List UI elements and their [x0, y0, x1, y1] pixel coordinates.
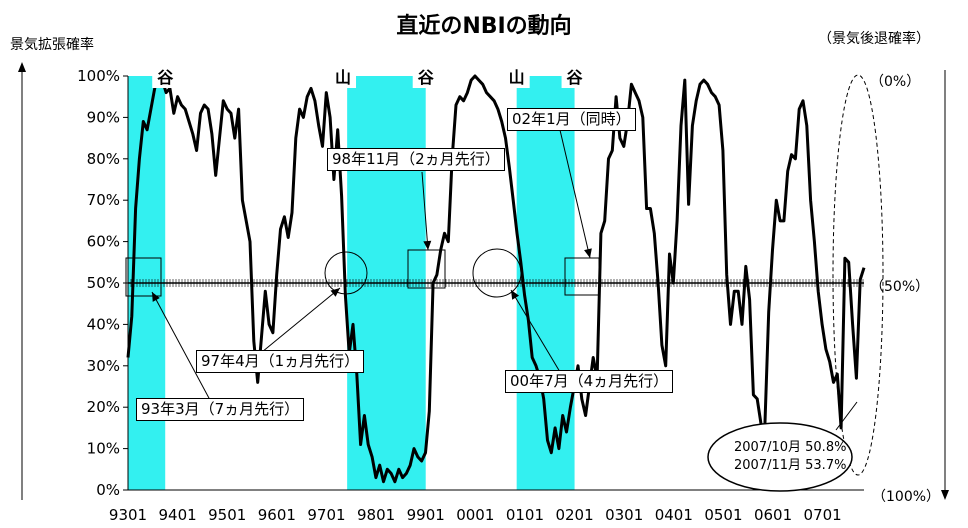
turning-point-box-3	[503, 68, 530, 88]
arrow-97-line	[261, 287, 341, 353]
annotation-2007-nov: 2007/11月 53.7%	[734, 458, 847, 473]
x-tick-label-5: 9801	[357, 506, 395, 524]
callout-00-jul: 00年7月（4ヵ月先行）	[505, 370, 674, 393]
nbi-series-line	[126, 74, 866, 484]
callout-97-apr: 97年4月（1ヵ月先行）	[196, 350, 365, 373]
right-axis-label: （景気後退確率）	[818, 31, 930, 47]
callout-98-nov: 98年11月（2ヵ月先行）	[327, 148, 505, 171]
y-tick-label-7: 70%	[87, 191, 120, 209]
turning-point-label-0: 谷	[157, 68, 174, 87]
reference-line-hatching	[127, 279, 864, 287]
marker-square-93	[125, 257, 162, 297]
turning-point-box-1	[330, 68, 357, 88]
x-tick-label-0: 9301	[109, 506, 147, 524]
latest-values-pointer	[835, 401, 858, 431]
x-tick-label-11: 0401	[655, 506, 693, 524]
left-up-arrowhead	[18, 62, 26, 72]
arrow-97-head	[330, 288, 340, 297]
arrow-98-line	[421, 171, 429, 251]
x-tick-label-8: 0101	[506, 506, 544, 524]
turning-point-box-4	[561, 68, 588, 88]
marker-circle-00	[472, 248, 522, 298]
arrow-02-line	[559, 129, 591, 259]
x-tick-label-1: 9401	[159, 506, 197, 524]
latest-values-ellipse	[707, 422, 853, 492]
marker-square-98	[407, 249, 446, 289]
arrow-00-head	[511, 290, 520, 300]
y-tick-label-3: 30%	[87, 357, 120, 375]
right-tick-0: （0%）	[870, 74, 921, 90]
chart-title: 直近のNBIの動向	[396, 14, 572, 39]
y-tick-label-10: 100%	[77, 67, 120, 85]
turning-point-label-3: 山	[509, 68, 525, 87]
turning-point-label-2: 谷	[418, 68, 435, 87]
arrow-93-head	[152, 292, 160, 302]
right-tick-50: （50%）	[870, 279, 930, 295]
x-tick-label-2: 9501	[208, 506, 246, 524]
arrow-00-line	[510, 289, 561, 373]
y-tick-label-5: 50%	[87, 274, 120, 292]
x-tick-label-7: 0001	[456, 506, 494, 524]
turning-point-label-4: 谷	[567, 68, 584, 87]
callout-02-jan: 02年1月（同時）	[507, 108, 636, 131]
y-tick-label-2: 20%	[87, 398, 120, 416]
y-tick-label-6: 60%	[87, 233, 120, 251]
turning-point-box-2	[412, 68, 439, 88]
marker-circle-97	[324, 251, 368, 295]
arrow-98-head	[423, 240, 432, 250]
x-tick-label-10: 0301	[605, 506, 643, 524]
x-tick-label-3: 9601	[258, 506, 296, 524]
x-tick-label-4: 9701	[307, 506, 345, 524]
right-down-arrowhead	[941, 490, 949, 500]
turning-point-label-1: 山	[335, 68, 351, 87]
x-tick-label-14: 0701	[804, 506, 842, 524]
y-tick-label-8: 80%	[87, 150, 120, 168]
x-tick-label-9: 0201	[555, 506, 593, 524]
left-axis-label: 景気拡張確率	[10, 37, 94, 53]
marker-square-02	[564, 257, 600, 296]
right-tick-100: （100%）	[872, 489, 941, 505]
turning-point-box-0	[152, 68, 179, 88]
arrow-93-line	[151, 291, 211, 401]
y-tick-label-0: 0%	[96, 481, 120, 499]
latest-period-dashed-ellipse	[832, 74, 884, 476]
x-tick-label-6: 9901	[407, 506, 445, 524]
x-tick-label-12: 0501	[704, 506, 742, 524]
y-tick-label-4: 40%	[87, 315, 120, 333]
x-tick-label-13: 0601	[754, 506, 792, 524]
y-tick-label-9: 90%	[87, 108, 120, 126]
arrow-02-head	[584, 248, 592, 258]
annotation-2007-oct: 2007/10月 50.8%	[734, 440, 847, 455]
y-tick-label-1: 10%	[87, 440, 120, 458]
callout-93-mar: 93年3月（7ヵ月先行）	[136, 398, 305, 421]
